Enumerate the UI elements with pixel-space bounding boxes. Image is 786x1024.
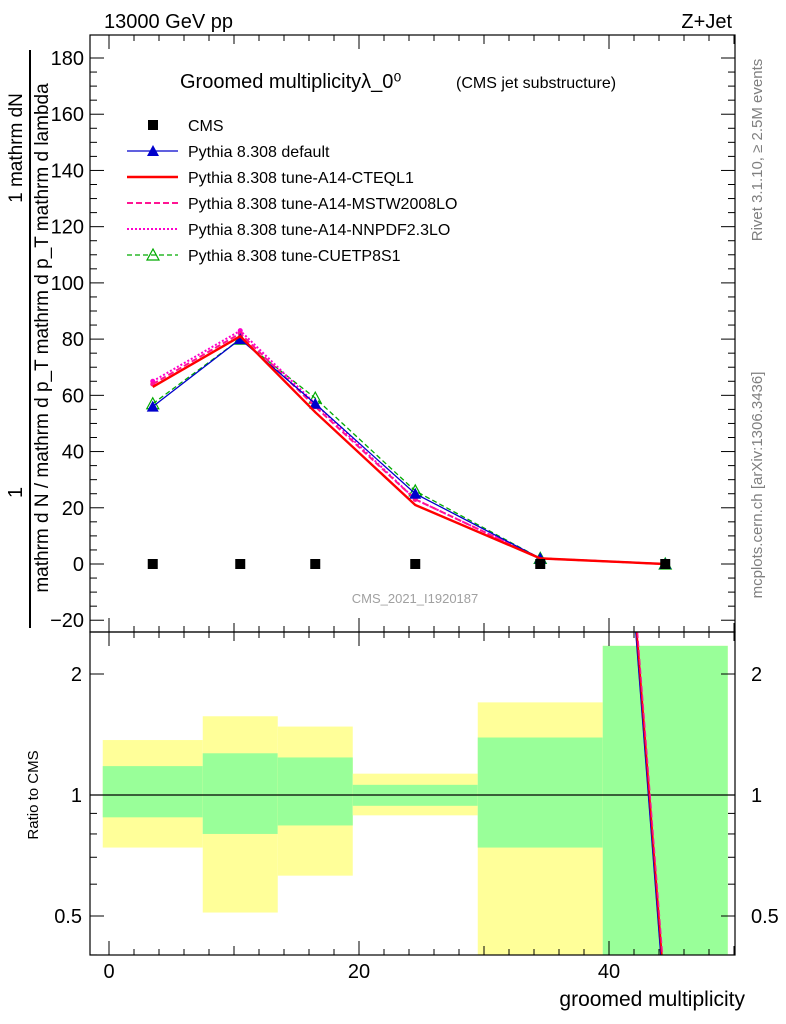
ratio-y-tick-label: 2 bbox=[71, 664, 82, 686]
uncertainty-band-green bbox=[277, 757, 353, 826]
y-tick-label: 160 bbox=[51, 104, 84, 126]
data-point bbox=[234, 333, 247, 345]
legend-label: Pythia 8.308 tune-CUETP8S1 bbox=[188, 248, 401, 265]
legend-label: Pythia 8.308 tune-A14-CTEQL1 bbox=[188, 170, 414, 187]
uncertainty-band-green bbox=[102, 766, 203, 818]
ratio-y-tick-label: 0.5 bbox=[54, 906, 82, 928]
y-tick-label: 20 bbox=[62, 498, 84, 520]
ratio-line-red bbox=[635, 631, 663, 956]
data-point-cms bbox=[310, 559, 321, 569]
uncertainty-band-green bbox=[477, 737, 603, 848]
series-line bbox=[152, 329, 666, 565]
y-tick-label: 40 bbox=[62, 442, 84, 464]
y-tick-label: −20 bbox=[50, 610, 84, 632]
y-tick-label: 120 bbox=[51, 217, 84, 239]
y-tick-label: 100 bbox=[51, 273, 84, 295]
ratio-panel: 0.5 0.51 12 20 20 40 bbox=[54, 631, 779, 983]
data-point-cms bbox=[660, 559, 671, 569]
ratio-line-blue bbox=[635, 631, 661, 956]
chart-title: Groomed multiplicityλ_0⁰ bbox=[180, 71, 401, 93]
uncertainty-band-green bbox=[602, 645, 728, 955]
series-line bbox=[152, 338, 666, 565]
main-ylabel-denominator: mathrm d N / mathrm d p_T mathrm d p_T m… bbox=[32, 83, 53, 593]
legend-marker bbox=[147, 145, 159, 156]
main-panel: −20 0 20 40 60 80 100 120 140 160 180 CMS Pythia 8.… bbox=[50, 34, 736, 633]
data-point-cms bbox=[410, 559, 421, 569]
legend: CMS Pythia 8.308 default Pythia 8.308 tune… bbox=[127, 118, 457, 265]
x-axis-label: groomed multiplicity bbox=[559, 988, 745, 1011]
ratio-ylabel: Ratio to CMS bbox=[25, 750, 42, 839]
series-line bbox=[152, 332, 666, 565]
legend-label: CMS bbox=[188, 118, 224, 135]
legend-marker bbox=[148, 120, 158, 130]
legend-label: Pythia 8.308 default bbox=[188, 144, 330, 161]
data-point-cms bbox=[235, 559, 246, 569]
data-point-cms bbox=[535, 559, 546, 569]
ratio-y-tick-label-right: 1 bbox=[751, 785, 762, 807]
process-label: Z+Jet bbox=[681, 11, 732, 33]
ratio-frame bbox=[89, 631, 736, 956]
y-tick-label: 0 bbox=[73, 554, 84, 576]
legend-label: Pythia 8.308 tune-A14-NNPDF2.3LO bbox=[188, 222, 450, 239]
ratio-y-tick-label-right: 0.5 bbox=[751, 906, 779, 928]
mcplots-label: mcplots.cern.ch [arXiv:1306.3436] bbox=[749, 372, 766, 599]
uncertainty-band-green bbox=[202, 753, 278, 834]
series-line bbox=[152, 338, 666, 565]
chart-title-suffix: (CMS jet substructure) bbox=[456, 75, 616, 92]
y-tick-label: 60 bbox=[62, 385, 84, 407]
main-ylabel-one: 1 bbox=[5, 487, 27, 498]
main-ylabel-numerator: 1 mathrm dN bbox=[6, 93, 27, 203]
analysis-id-label: CMS_2021_I1920187 bbox=[352, 591, 479, 606]
x-tick-label: 40 bbox=[598, 961, 620, 983]
x-tick-label: 20 bbox=[348, 961, 370, 983]
energy-label: 13000 GeV pp bbox=[104, 11, 233, 33]
ratio-y-tick-label-right: 2 bbox=[751, 664, 762, 686]
y-tick-label: 180 bbox=[51, 48, 84, 70]
legend-marker bbox=[145, 247, 161, 261]
legend-label: Pythia 8.308 tune-A14-MSTW2008LO bbox=[188, 196, 457, 213]
data-point bbox=[309, 397, 322, 409]
series-line bbox=[152, 334, 666, 566]
data-point bbox=[146, 400, 159, 412]
y-tick-label: 140 bbox=[51, 160, 84, 182]
x-tick-label: 0 bbox=[103, 961, 114, 983]
main-frame bbox=[89, 34, 736, 633]
y-tick-label: 80 bbox=[62, 329, 84, 351]
rivet-version-label: Rivet 3.1.10, ≥ 2.5M events bbox=[749, 59, 766, 242]
ratio-y-tick-label: 1 bbox=[71, 785, 82, 807]
data-point-cms bbox=[147, 559, 158, 569]
data-point bbox=[409, 487, 422, 499]
